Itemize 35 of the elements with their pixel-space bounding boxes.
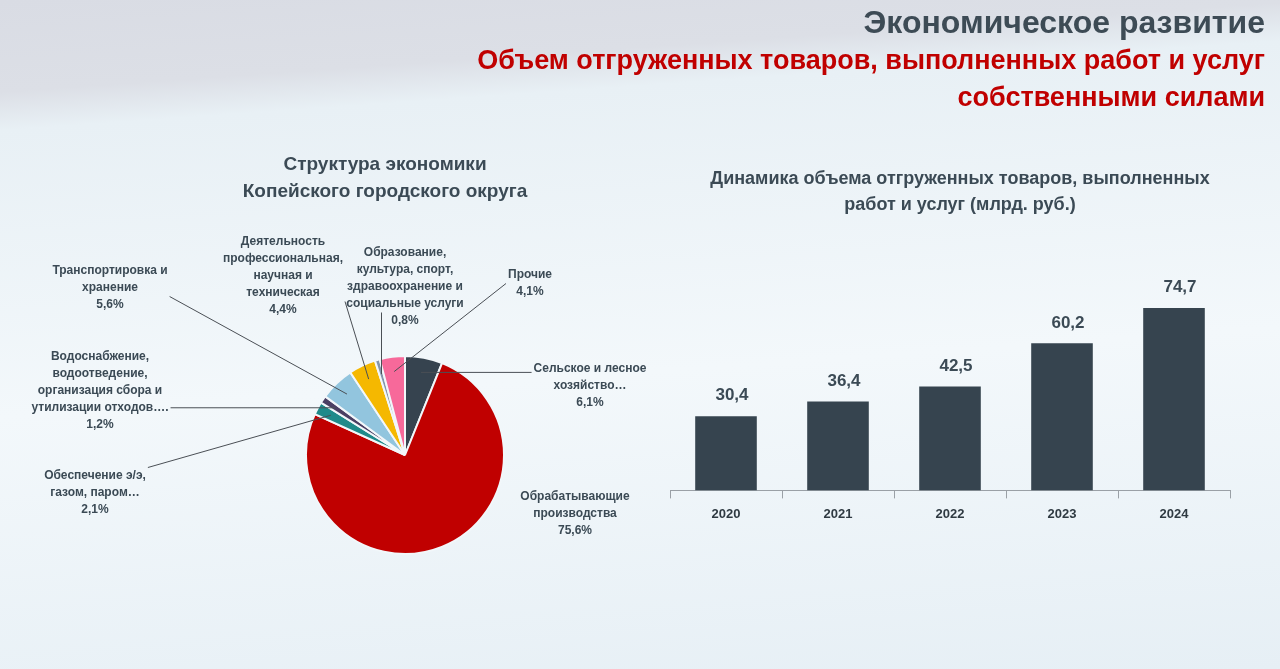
- bar: [919, 386, 981, 491]
- chart-title: Динамика объема отгруженных товаров, выполненных работ и услуг (млрд. руб.): [709, 167, 1211, 216]
- data-label: 2,1%: [81, 502, 109, 517]
- data-label: 4,4%: [269, 302, 297, 317]
- slice-label: Деятельность профессиональная, научная и техническая: [223, 234, 343, 300]
- data-label: 75,6%: [557, 523, 593, 538]
- data-label: 4,1%: [516, 284, 544, 299]
- data-label: 6,1%: [576, 395, 604, 410]
- x-tick-label: 2023: [1047, 505, 1077, 521]
- slice-label: Транспортировка и хранение: [52, 263, 168, 295]
- data-label: 36,4: [827, 370, 862, 390]
- data-label: 60,2: [1051, 312, 1085, 332]
- x-tick-label: 2021: [823, 505, 853, 521]
- chart-title: Структура экономики Копейского городского округа: [241, 152, 529, 203]
- slice-label: Обрабатывающие производства: [520, 489, 630, 521]
- data-label: 1,2%: [86, 417, 114, 432]
- x-tick-label: 2020: [711, 505, 741, 521]
- data-label: 30,4: [715, 385, 750, 405]
- slice-label: Обеспечение э/э, газом, паром…: [44, 468, 146, 500]
- bar: [807, 401, 869, 491]
- bar: [1143, 307, 1205, 491]
- bar: [695, 416, 757, 491]
- text: Экономическое развитие: [862, 3, 1265, 42]
- x-tick-label: 2024: [1159, 505, 1190, 521]
- data-label: 42,5: [939, 355, 973, 375]
- bar: [1031, 343, 1093, 491]
- text: Объем отгруженных товаров, выполненных работ и услуг собственными силами: [476, 44, 1265, 114]
- x-tick-label: 2022: [935, 505, 965, 521]
- data-label: 0,8%: [391, 313, 419, 328]
- data-label: 74,7: [1163, 277, 1197, 297]
- slice-label: Прочие: [507, 267, 553, 282]
- slice-label: Образование, культура, спорт, здравоохранение и социальные услуги: [346, 245, 464, 311]
- slice-label: Водоснабжение, водоотведение, организация сбора и утилизации отходов….: [31, 349, 169, 415]
- slice-label: Сельское и лесное хозяйство…: [533, 361, 647, 393]
- data-label: 5,6%: [96, 297, 124, 312]
